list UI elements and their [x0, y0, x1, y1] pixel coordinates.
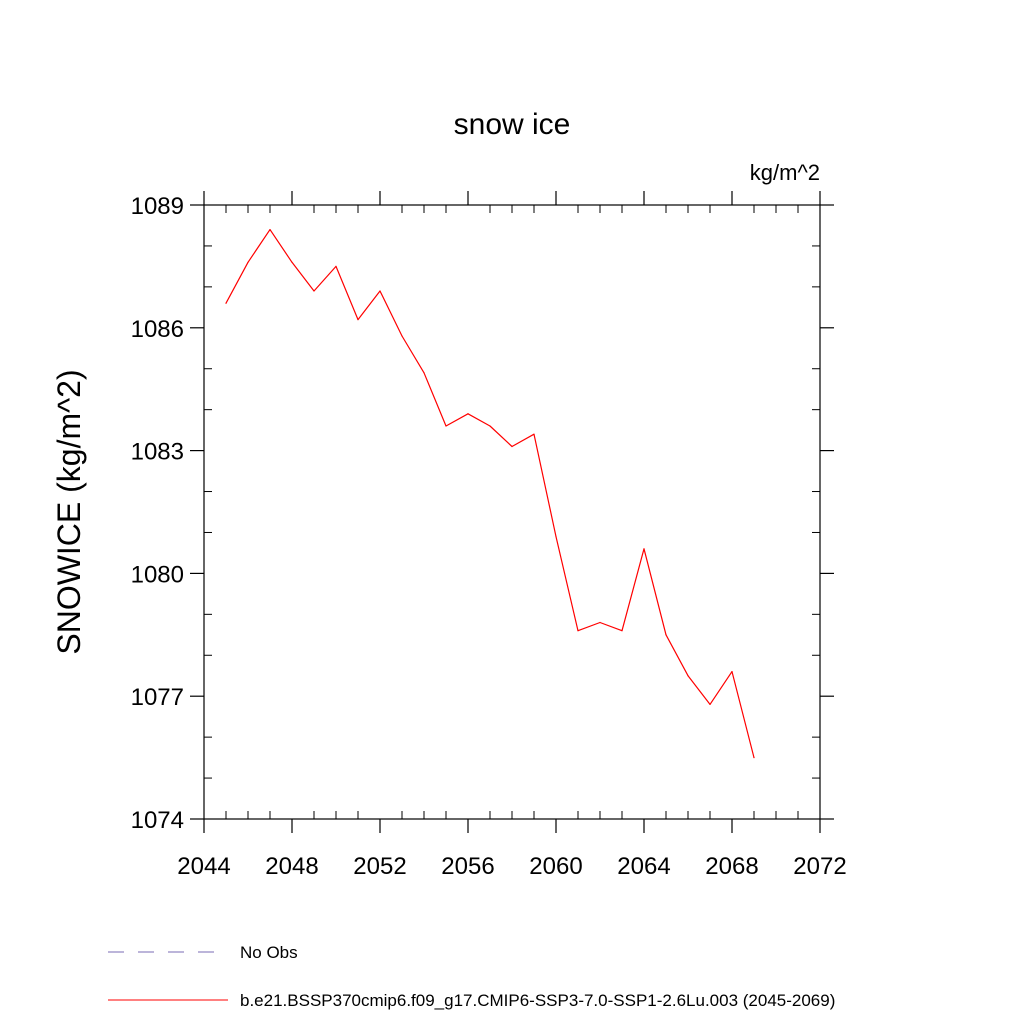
data-point — [687, 675, 689, 677]
data-point — [731, 671, 733, 673]
data-point — [335, 265, 337, 267]
data-point — [511, 445, 513, 448]
y-tick-label: 1086 — [131, 316, 184, 343]
x-tick-label: 2068 — [705, 853, 758, 880]
x-tick-label: 2064 — [617, 853, 670, 880]
y-tick-label: 1089 — [131, 193, 184, 220]
data-point — [269, 228, 271, 231]
legend-label: No Obs — [240, 943, 298, 962]
y-axis: 1074 1077 1080 1083 1086 1089 — [131, 193, 834, 834]
legend-label: b.e21.BSSP370cmip6.f09_g17.CMIP6-SSP3-7.… — [240, 991, 835, 1010]
data-point — [225, 302, 227, 304]
data-point — [423, 372, 425, 374]
y-tick-label: 1074 — [131, 807, 184, 834]
data-point — [621, 630, 623, 632]
x-tick-label: 2044 — [177, 853, 230, 880]
x-axis: 2044 2048 2052 2056 2060 2064 2068 2072 — [177, 191, 847, 880]
series-layer — [225, 228, 755, 759]
data-point — [445, 425, 447, 427]
data-point — [709, 703, 711, 705]
data-point — [467, 413, 469, 415]
data-point — [577, 630, 579, 632]
data-point — [247, 261, 249, 263]
data-point — [357, 319, 359, 321]
x-tick-label: 2052 — [353, 853, 406, 880]
legend: No Obs b.e21.BSSP370cmip6.f09_g17.CMIP6-S… — [108, 943, 835, 1010]
series-line — [225, 229, 755, 758]
data-point — [379, 290, 381, 292]
data-point — [291, 261, 293, 263]
data-point — [313, 290, 315, 292]
data-point — [489, 425, 491, 427]
data-point — [401, 335, 403, 337]
plot-frame — [203, 204, 821, 820]
chart-title: snow ice — [454, 108, 571, 141]
y-tick-label: 1083 — [131, 439, 184, 466]
data-point — [643, 548, 645, 550]
x-tick-label: 2048 — [265, 853, 318, 880]
units-label: kg/m^2 — [750, 160, 820, 185]
data-point — [555, 535, 557, 538]
data-point — [753, 757, 755, 759]
data-point — [533, 433, 535, 435]
y-tick-label: 1080 — [131, 561, 184, 588]
y-tick-label: 1077 — [131, 684, 184, 711]
x-tick-label: 2072 — [793, 853, 846, 880]
data-point — [599, 621, 601, 624]
y-axis-label: SNOWICE (kg/m^2) — [51, 369, 87, 654]
data-point — [665, 634, 667, 636]
x-tick-label: 2060 — [529, 853, 582, 880]
x-tick-label: 2056 — [441, 853, 494, 880]
